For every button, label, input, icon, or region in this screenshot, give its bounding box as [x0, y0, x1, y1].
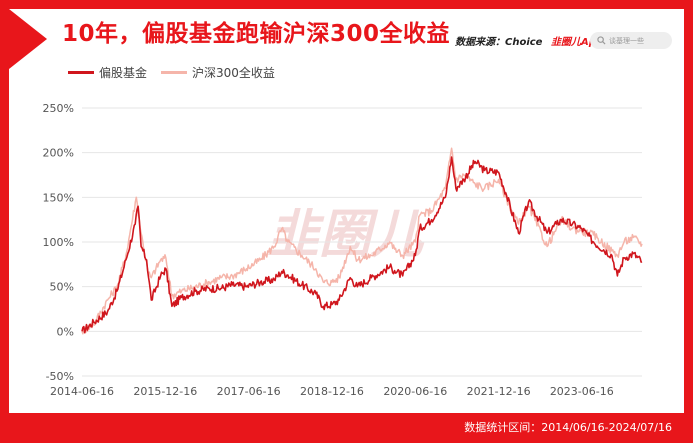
date-range-footer: 数据统计区间：2014/06/16-2024/07/16 — [464, 421, 672, 434]
series-line-fund — [81, 156, 643, 334]
legend-swatch-index — [161, 71, 188, 74]
chart-legend: 偏股基金 沪深300全收益 — [68, 64, 289, 81]
search-box[interactable]: 谈基理一些 — [590, 32, 672, 49]
source-app: 韭圈儿App — [550, 37, 604, 48]
y-tick-label: 150% — [43, 191, 74, 204]
legend-label-index: 沪深300全收益 — [192, 66, 275, 80]
legend-label-fund: 偏股基金 — [99, 66, 148, 80]
search-placeholder: 谈基理一些 — [609, 36, 644, 45]
y-tick-label: -50% — [46, 370, 74, 383]
x-tick-label: 2017-06-16 — [217, 385, 281, 398]
page-title: 10年，偏股基金跑输沪深300全收益 — [62, 21, 451, 47]
y-tick-label: 50% — [50, 281, 74, 294]
y-tick-label: 0% — [57, 325, 74, 338]
x-tick-label: 2023-06-16 — [550, 385, 614, 398]
corner-triangle — [9, 9, 47, 69]
series-line-index — [81, 147, 643, 335]
x-tick-label: 2020-06-16 — [383, 385, 447, 398]
y-tick-label: 200% — [43, 147, 74, 160]
x-tick-label: 2018-12-16 — [300, 385, 364, 398]
y-tick-label: 100% — [43, 236, 74, 249]
search-icon — [597, 36, 606, 45]
y-tick-label: 250% — [43, 102, 74, 115]
legend-swatch-fund — [68, 71, 94, 74]
source-label: 数据来源：Choice 韭圈儿App — [455, 33, 603, 48]
x-tick-label: 2014-06-16 — [50, 385, 114, 398]
watermark-text: 韭圈儿 — [267, 205, 425, 265]
legend-item-index: 沪深300全收益 — [161, 64, 275, 81]
x-tick-label: 2015-12-16 — [133, 385, 197, 398]
chart-card — [9, 9, 684, 413]
legend-item-fund: 偏股基金 — [68, 64, 147, 81]
source-text: 数据来源：Choice — [455, 37, 543, 48]
x-tick-label: 2021-12-16 — [467, 385, 531, 398]
